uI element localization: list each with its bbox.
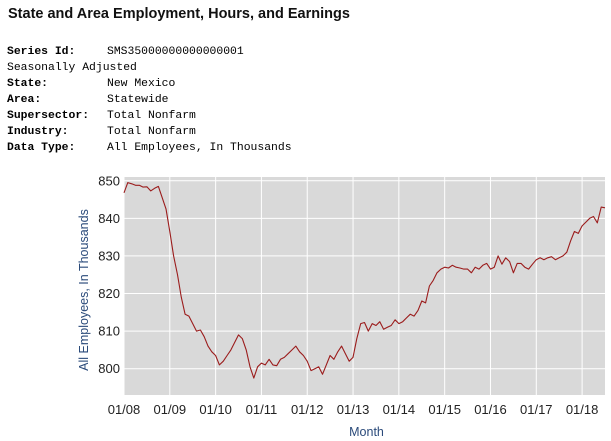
x-tick-label: 01/17	[520, 402, 553, 417]
meta-key: Data Type:	[7, 142, 76, 154]
x-tick-label: 01/09	[154, 402, 187, 417]
series-metadata: Series Id: SMS35000000000000001 Seasonall…	[7, 44, 292, 156]
x-tick-labels: 01/08 01/09 01/10 01/11 01/12 01/13 01/14 01/15…	[108, 402, 599, 417]
meta-row-supersector: Supersector: Total Nonfarm	[7, 108, 292, 124]
meta-key: State:	[7, 78, 49, 90]
x-axis-label: Month	[349, 425, 384, 439]
y-tick-label: 850	[98, 173, 120, 188]
y-tick-label: 810	[98, 324, 120, 339]
gridlines	[123, 177, 605, 395]
meta-row-seasonally-adjusted: Seasonally Adjusted	[7, 60, 292, 76]
x-tick-label: 01/15	[428, 402, 461, 417]
y-tick-label: 820	[98, 286, 120, 301]
y-tick-label: 840	[98, 211, 120, 226]
meta-row-series-id: Series Id: SMS35000000000000001	[7, 44, 292, 60]
x-tick-label: 01/16	[474, 402, 507, 417]
y-tick-labels: 800 810 820 830 840 850	[98, 173, 120, 376]
x-tick-label: 01/14	[383, 402, 416, 417]
series-layer	[123, 182, 606, 379]
y-tick-label: 800	[98, 361, 120, 376]
meta-key: Industry:	[7, 126, 69, 138]
meta-key: Area:	[7, 94, 42, 106]
meta-key: Series Id:	[7, 46, 76, 58]
meta-value: New Mexico	[107, 78, 176, 90]
y-tick-label: 830	[98, 248, 120, 263]
meta-value: Statewide	[107, 94, 169, 106]
meta-value: Total Nonfarm	[107, 126, 196, 138]
meta-value: Total Nonfarm	[107, 110, 196, 122]
x-tick-label: 01/13	[337, 402, 370, 417]
meta-key: Seasonally Adjusted	[7, 62, 137, 74]
meta-value: SMS35000000000000001	[107, 46, 244, 58]
meta-row-state: State: New Mexico	[7, 76, 292, 92]
x-tick-label: 01/08	[108, 402, 141, 417]
meta-row-data-type: Data Type: All Employees, In Thousands	[7, 140, 292, 156]
x-tick-label: 01/10	[199, 402, 232, 417]
x-tick-label: 01/18	[566, 402, 599, 417]
plot-area	[124, 177, 605, 395]
series-line	[123, 182, 606, 379]
y-axis-label: All Employees, In Thousands	[77, 209, 91, 371]
x-tick-label: 01/12	[291, 402, 324, 417]
meta-value: All Employees, In Thousands	[107, 142, 292, 154]
meta-key: Supersector:	[7, 110, 90, 122]
x-tick-label: 01/11	[246, 402, 278, 417]
page-title: State and Area Employment, Hours, and Ea…	[8, 6, 350, 22]
meta-row-industry: Industry: Total Nonfarm	[7, 124, 292, 140]
meta-row-area: Area: Statewide	[7, 92, 292, 108]
